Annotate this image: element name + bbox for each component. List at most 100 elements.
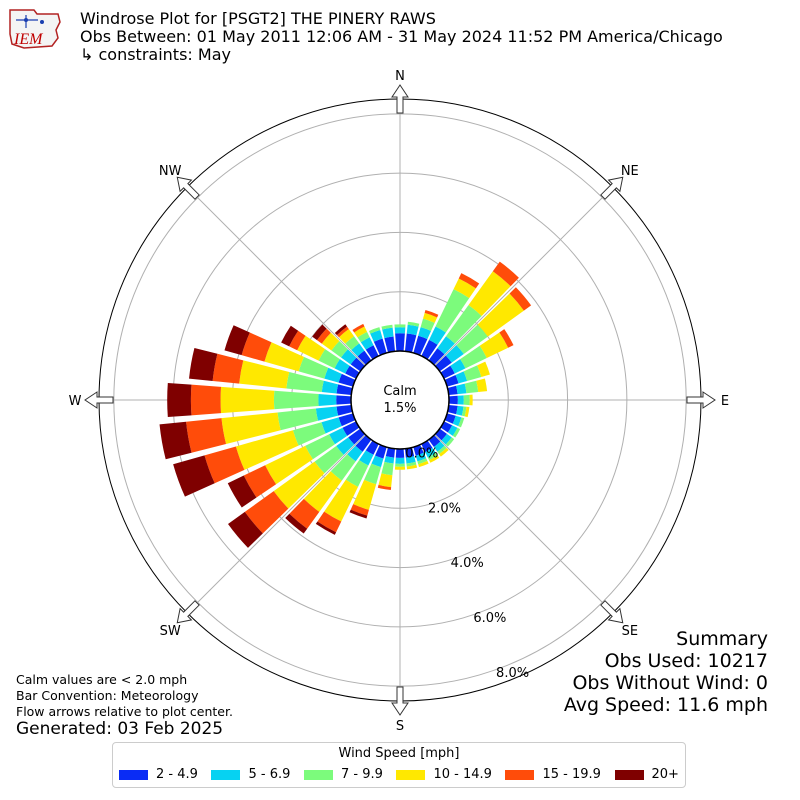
wind-bar-segment — [377, 484, 392, 491]
wind-bar-segment — [297, 335, 326, 361]
calm-label: Calm — [383, 384, 416, 399]
wind-bar-segment — [324, 479, 359, 522]
wind-bar-segment — [359, 450, 374, 466]
wind-bar-segment — [355, 435, 372, 452]
legend-swatch — [119, 769, 148, 780]
wind-bar-segment — [439, 447, 449, 457]
wind-bar-segment — [463, 365, 482, 382]
wind-bar-segment — [334, 359, 350, 374]
wind-bar-segment — [243, 465, 277, 498]
wind-bar-segment — [456, 383, 467, 395]
obs-used: Obs Used: 10217 — [604, 650, 768, 672]
flow-arrow-icon — [176, 600, 200, 624]
wind-bar-segment — [404, 447, 415, 458]
wind-bar-segment — [345, 460, 369, 487]
wind-bar-segment — [364, 463, 382, 485]
radial-tick-label: 8.0% — [496, 666, 529, 681]
observation-period: Obs Between: 01 May 2011 12:06 AM - 31 M… — [80, 27, 723, 46]
wind-bar-segment — [395, 463, 405, 467]
wind-bar-segment — [159, 421, 192, 460]
wind-bar-segment — [239, 360, 290, 389]
legend-label: 20+ — [651, 767, 679, 782]
calm-center: Calm 1.5% — [350, 350, 450, 450]
direction-label: NW — [159, 164, 182, 179]
obs-without-wind: Obs Without Wind: 0 — [572, 672, 768, 694]
wind-bar-segment — [331, 341, 348, 358]
wind-bars — [159, 261, 532, 548]
wind-bar-segment — [420, 318, 435, 331]
wind-bar-segment — [186, 418, 227, 453]
wind-bar-segment — [469, 394, 473, 406]
wind-bar-segment — [273, 461, 325, 509]
flow-arrow-icon — [600, 600, 624, 624]
bar-convention-note: Bar Convention: Meteorology — [16, 688, 199, 703]
wind-bar-segment — [357, 331, 370, 343]
wind-bar-segment — [227, 475, 257, 508]
wind-bar-segment — [437, 336, 455, 355]
wind-bar-segment — [406, 464, 418, 470]
wind-bar-segment — [235, 430, 299, 470]
wind-bar-segment — [351, 343, 365, 357]
grid-spoke — [434, 186, 614, 366]
wind-bar-segment — [312, 324, 327, 341]
wind-bar-segment — [336, 384, 353, 396]
wind-bar-segment — [446, 304, 482, 344]
legend-item: 5 - 6.9 — [211, 767, 290, 782]
wind-bar-segment — [440, 365, 455, 379]
wind-bar-segment — [404, 333, 417, 353]
axis-labels: 0.0% 2.0% 4.0% 6.0% 8.0% N NE E SE S SW W NW — [69, 69, 730, 734]
wind-bar-segment — [224, 325, 250, 356]
wind-bar-segment — [479, 332, 509, 359]
legend-swatch — [211, 769, 241, 780]
wind-bar-segment — [395, 333, 405, 352]
wind-bar-segment — [173, 455, 215, 497]
grid-spoke — [434, 434, 614, 614]
wind-bar-segment — [424, 310, 439, 318]
summary-heading: Summary — [676, 628, 768, 650]
wind-bar-segment — [298, 356, 329, 379]
wind-bar-segment — [429, 455, 440, 463]
wind-bar-segment — [458, 417, 465, 428]
wind-bar-segment — [423, 312, 438, 323]
wind-bar-segment — [317, 511, 342, 533]
wind-bar-segment — [292, 422, 326, 446]
wind-bar-segment — [468, 271, 511, 316]
radial-tick-label: 2.0% — [428, 501, 461, 516]
wind-bar-segment — [444, 413, 456, 424]
wind-bar-segment — [338, 373, 356, 387]
direction-label: SE — [622, 624, 638, 639]
wind-bar-segment — [336, 326, 349, 338]
wind-bar-segment — [303, 471, 342, 512]
wind-bar-segment — [445, 437, 455, 447]
legend-label: 2 - 4.9 — [156, 767, 198, 782]
wind-bar-segment — [447, 404, 458, 415]
wind-bar-segment — [336, 395, 352, 405]
wind-bar-segment — [429, 326, 446, 345]
wind-bar-segment — [204, 446, 245, 484]
wind-bar-segment — [190, 384, 222, 416]
wind-bar-segment — [381, 324, 393, 330]
wind-bar-segment — [394, 466, 406, 470]
wind-bar-segment — [477, 293, 524, 337]
wind-bar-segment — [492, 261, 519, 287]
wind-bar-segment — [445, 345, 464, 363]
wind-bar-segment — [329, 427, 348, 445]
wind-bar-segment — [453, 278, 476, 299]
wind-bar-segment — [264, 342, 304, 372]
wind-bar-segment — [509, 287, 532, 311]
wind-bar-segment — [349, 509, 368, 519]
wind-bar-segment — [342, 421, 360, 436]
wind-bar-segment — [345, 336, 360, 350]
wind-bar-segment — [314, 446, 344, 474]
wind-bar-segment — [281, 325, 299, 347]
wind-bar-segment — [418, 327, 432, 340]
wind-bar-segment — [334, 324, 348, 336]
constraints-text: ↳ constraints: May — [80, 45, 231, 64]
wind-bar-segment — [370, 330, 383, 342]
legend-swatch — [303, 769, 333, 780]
wind-bar-segment — [413, 444, 424, 456]
legend-swatch — [614, 769, 644, 780]
wind-bar-segment — [321, 380, 339, 394]
radial-tick-label: 4.0% — [451, 556, 484, 571]
wind-bar-segment — [418, 460, 429, 468]
